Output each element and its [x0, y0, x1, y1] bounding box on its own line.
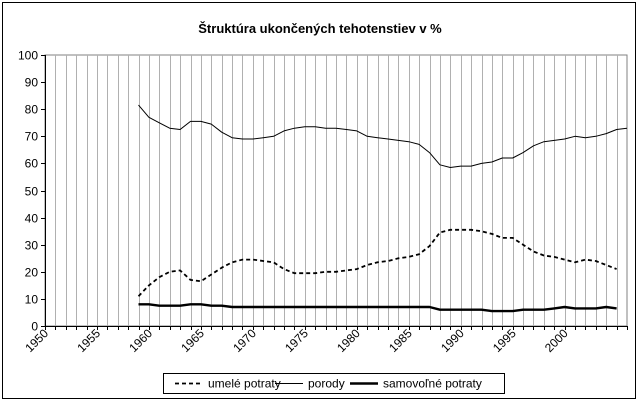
y-tick-label: 70 [25, 130, 39, 144]
series-line-samovoľné-potraty [138, 303, 617, 313]
chart-title: Štruktúra ukončených tehotenstiev v % [198, 21, 442, 36]
series-lines [137, 104, 628, 313]
x-tick-label: 1980 [334, 326, 363, 355]
x-tick-label: 1965 [178, 326, 207, 355]
x-tick-label: 1960 [126, 326, 155, 355]
legend-box [163, 373, 505, 394]
x-tick-label: 1955 [74, 326, 103, 355]
y-tick-label: 60 [25, 157, 39, 171]
y-tick-label: 0 [31, 320, 38, 334]
y-tick-label: 20 [25, 266, 39, 280]
x-tick-label: 1970 [230, 326, 259, 355]
legend-label: umelé potraty [208, 377, 281, 391]
y-tick-label: 10 [25, 293, 39, 307]
legend-label: porody [308, 377, 345, 391]
y-tick-label: 30 [25, 239, 39, 253]
y-tick-label: 100 [18, 49, 38, 63]
legend: umelé potraty porody samovoľné potraty [163, 373, 505, 394]
x-tick-label: 2000 [542, 326, 571, 355]
y-tick-label: 50 [25, 185, 39, 199]
x-tick-label: 1990 [438, 326, 467, 355]
y-tick-label: 90 [25, 76, 39, 90]
plot-area [44, 54, 628, 327]
x-tick-label: 1950 [22, 326, 51, 355]
legend-label: samovoľné potraty [383, 377, 482, 391]
x-tick-label: 1985 [386, 326, 415, 355]
x-tick-label: 1995 [490, 326, 519, 355]
x-tick-label: 1975 [282, 326, 311, 355]
series-line-umelé-potraty [137, 228, 617, 297]
y-tick-label: 80 [25, 103, 39, 117]
y-tick-label: 40 [25, 212, 39, 226]
series-line-porody [138, 104, 628, 168]
